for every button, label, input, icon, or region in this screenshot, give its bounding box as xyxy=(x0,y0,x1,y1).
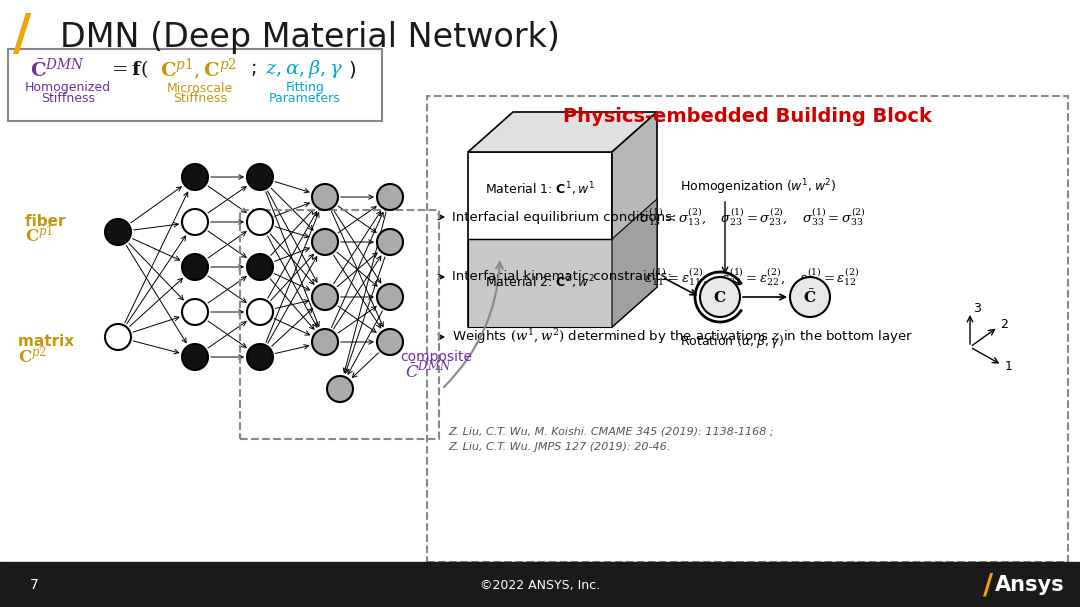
Circle shape xyxy=(247,254,273,280)
Circle shape xyxy=(327,376,353,402)
Circle shape xyxy=(312,184,338,210)
Text: Interfacial kinematic constraints:: Interfacial kinematic constraints: xyxy=(453,271,685,283)
Circle shape xyxy=(105,324,131,350)
Text: Parameters: Parameters xyxy=(269,92,341,106)
FancyArrowPatch shape xyxy=(444,262,503,387)
Circle shape xyxy=(789,277,831,317)
Circle shape xyxy=(247,209,273,235)
Circle shape xyxy=(377,184,403,210)
Text: Microscale: Microscale xyxy=(167,81,233,95)
Text: 1: 1 xyxy=(1005,361,1013,373)
Circle shape xyxy=(247,164,273,190)
Text: Homogenization $(w^1, w^2)$: Homogenization $(w^1, w^2)$ xyxy=(680,177,837,197)
Text: Stiffness: Stiffness xyxy=(173,92,227,106)
Text: Material 1: $\mathbf{C}^1, w^1$: Material 1: $\mathbf{C}^1, w^1$ xyxy=(485,180,595,198)
Text: Fitting: Fitting xyxy=(285,81,324,95)
FancyBboxPatch shape xyxy=(427,96,1068,562)
Text: /: / xyxy=(13,11,31,59)
Text: Material 2: $\mathbf{C}^2, w^2$: Material 2: $\mathbf{C}^2, w^2$ xyxy=(485,273,595,291)
Bar xyxy=(0,562,1080,607)
Circle shape xyxy=(183,164,208,190)
Circle shape xyxy=(377,284,403,310)
Polygon shape xyxy=(612,199,657,327)
Text: matrix: matrix xyxy=(18,334,79,350)
Text: Stiffness: Stiffness xyxy=(41,92,95,106)
Text: 2: 2 xyxy=(1000,319,1008,331)
Text: Homogenized: Homogenized xyxy=(25,81,111,95)
Circle shape xyxy=(312,284,338,310)
Text: $\varepsilon_{11}^{(1)} = \varepsilon_{11}^{(2)},\quad \varepsilon_{22}^{(1)} = : $\varepsilon_{11}^{(1)} = \varepsilon_{1… xyxy=(645,266,860,288)
Text: Interfacial equilibrium conditions:: Interfacial equilibrium conditions: xyxy=(453,211,680,223)
Text: $\mathbf{C}^{p2}$: $\mathbf{C}^{p2}$ xyxy=(18,344,46,366)
Text: fiber: fiber xyxy=(25,214,71,229)
Polygon shape xyxy=(468,152,612,327)
Text: composite: composite xyxy=(400,350,472,364)
Text: ©2022 ANSYS, Inc.: ©2022 ANSYS, Inc. xyxy=(480,578,600,591)
Text: $)$: $)$ xyxy=(348,58,356,80)
Circle shape xyxy=(312,329,338,355)
Circle shape xyxy=(377,329,403,355)
Text: /: / xyxy=(983,571,994,599)
Circle shape xyxy=(377,229,403,255)
Circle shape xyxy=(183,254,208,280)
Text: Weights $(w^1, w^2)$ determined by the activations $z$ in the bottom layer: Weights $(w^1, w^2)$ determined by the a… xyxy=(453,328,913,347)
Text: Physics-embedded Building Block: Physics-embedded Building Block xyxy=(563,107,931,126)
Text: $\bar{C}^{DMN}$: $\bar{C}^{DMN}$ xyxy=(405,360,451,382)
Text: Z. Liu, C.T. Wu. JMPS 127 (2019): 20-46.: Z. Liu, C.T. Wu. JMPS 127 (2019): 20-46. xyxy=(448,442,671,452)
Text: $;$: $;$ xyxy=(249,59,256,78)
Text: 3: 3 xyxy=(973,302,981,316)
Circle shape xyxy=(183,209,208,235)
Text: $z, \alpha, \beta, \gamma$: $z, \alpha, \beta, \gamma$ xyxy=(265,58,343,80)
FancyBboxPatch shape xyxy=(8,49,382,121)
Text: $= \mathbf{f}($: $= \mathbf{f}($ xyxy=(108,58,148,80)
Polygon shape xyxy=(612,112,657,327)
Circle shape xyxy=(183,344,208,370)
Circle shape xyxy=(183,299,208,325)
Text: $\mathbf{C}$: $\mathbf{C}$ xyxy=(713,290,727,305)
Text: $\bar{\mathbf{C}}$: $\bar{\mathbf{C}}$ xyxy=(804,288,816,306)
Text: Ansys: Ansys xyxy=(995,575,1065,595)
Circle shape xyxy=(700,277,740,317)
Polygon shape xyxy=(468,239,612,327)
Text: DMN (Deep Material Network): DMN (Deep Material Network) xyxy=(60,21,559,53)
Text: $\bar{\mathbf{C}}^{DMN}$: $\bar{\mathbf{C}}^{DMN}$ xyxy=(30,58,85,80)
Circle shape xyxy=(105,219,131,245)
Circle shape xyxy=(247,344,273,370)
Polygon shape xyxy=(468,112,657,152)
Circle shape xyxy=(312,229,338,255)
Text: $\sigma_{13}^{(1)} = \sigma_{13}^{(2)},\quad \sigma_{23}^{(1)} = \sigma_{23}^{(2: $\sigma_{13}^{(1)} = \sigma_{13}^{(2)},\… xyxy=(639,206,866,228)
Circle shape xyxy=(247,299,273,325)
Text: Z. Liu, C.T. Wu, M. Koishi. CMAME 345 (2019): 1138-1168 ;: Z. Liu, C.T. Wu, M. Koishi. CMAME 345 (2… xyxy=(448,427,773,437)
Text: $\mathbf{C}^{p1}$: $\mathbf{C}^{p1}$ xyxy=(25,225,54,246)
Text: Rotation $(\alpha, \beta, \gamma)$: Rotation $(\alpha, \beta, \gamma)$ xyxy=(680,333,784,350)
Text: 7: 7 xyxy=(30,578,39,592)
Text: $\mathbf{C}^{p1}, \mathbf{C}^{p2}$: $\mathbf{C}^{p1}, \mathbf{C}^{p2}$ xyxy=(160,56,238,82)
